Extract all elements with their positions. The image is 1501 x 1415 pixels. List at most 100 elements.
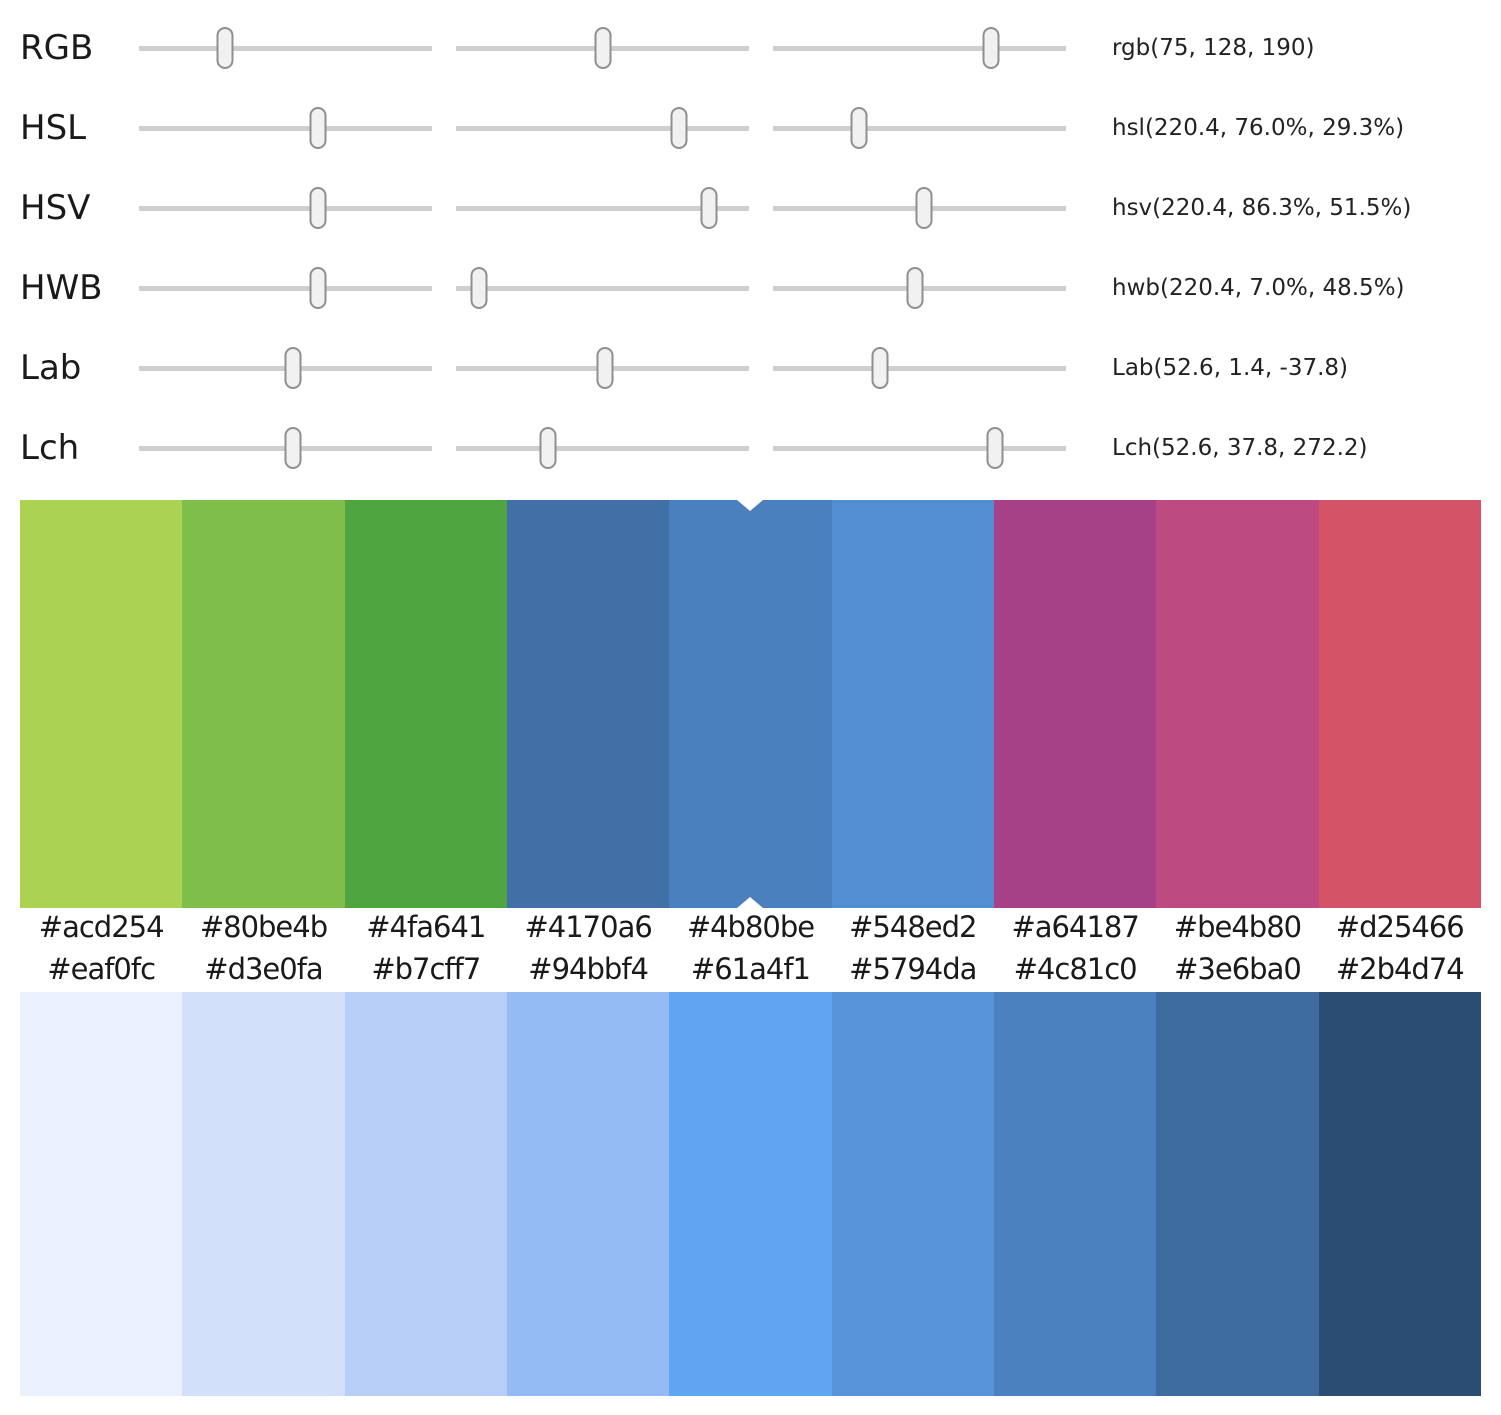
hue-hex-labels: #acd254 #80be4b #4fa641 #4170a6 #4b80be #548e… — [20, 908, 1481, 946]
hex-label: #2b4d74 — [1335, 951, 1465, 986]
slider-track-line — [139, 45, 432, 51]
hex-label: #94bbf4 — [528, 951, 649, 986]
palette-swatch[interactable] — [182, 992, 345, 1396]
slider-panel: RGB rgb(75, 128, 190) HSL hsl(220.4, 76.… — [20, 8, 1481, 488]
hex-label: #4b80be — [686, 909, 815, 944]
color-value-rgb: rgb(75, 128, 190) — [1112, 35, 1315, 61]
color-value-hsv: hsv(220.4, 86.3%, 51.5%) — [1112, 195, 1412, 221]
slider-track-line — [456, 125, 749, 131]
slider-track[interactable] — [139, 183, 432, 233]
slider-track-line — [139, 285, 432, 291]
slider-track[interactable] — [456, 343, 749, 393]
palette-swatch[interactable] — [20, 992, 183, 1396]
hex-label: #548ed2 — [849, 909, 977, 944]
slider-handle[interactable] — [670, 107, 688, 149]
hex-label: #80be4b — [199, 909, 328, 944]
palette-swatch[interactable] — [993, 992, 1157, 1396]
slider-track[interactable] — [773, 103, 1066, 153]
slider-handle[interactable] — [915, 187, 933, 229]
slider-handle[interactable] — [284, 427, 302, 469]
palette-swatch[interactable] — [993, 500, 1157, 908]
slider-handle[interactable] — [596, 347, 614, 389]
slider-handle[interactable] — [309, 107, 327, 149]
slider-track-line — [456, 205, 749, 211]
slider-row-hsv: HSV hsv(220.4, 86.3%, 51.5%) — [20, 168, 1481, 248]
slider-row-lab: Lab Lab(52.6, 1.4, -37.8) — [20, 328, 1481, 408]
slider-track[interactable] — [773, 423, 1066, 473]
hex-label: #4170a6 — [524, 909, 652, 944]
slider-handle[interactable] — [309, 267, 327, 309]
slider-handle[interactable] — [309, 187, 327, 229]
slider-handle[interactable] — [850, 107, 868, 149]
slider-handle[interactable] — [700, 187, 718, 229]
slider-handle[interactable] — [216, 27, 234, 69]
hex-label: #d3e0fa — [204, 951, 323, 986]
slider-track-line — [773, 125, 1066, 131]
hex-label: #eaf0fc — [47, 951, 156, 986]
hex-label: #61a4f1 — [690, 951, 811, 986]
palette-swatch[interactable] — [344, 500, 507, 908]
hex-label: #4fa641 — [366, 909, 486, 944]
color-value-lch: Lch(52.6, 37.8, 272.2) — [1112, 435, 1368, 461]
slider-track[interactable] — [773, 183, 1066, 233]
colorspace-label-lch: Lch — [20, 428, 80, 468]
palette-swatch[interactable] — [831, 992, 994, 1396]
hex-label: #d25466 — [1335, 909, 1465, 944]
palette-swatch[interactable] — [1156, 500, 1319, 908]
slider-handle[interactable] — [539, 427, 557, 469]
palette-swatch[interactable] — [506, 992, 670, 1396]
slider-track-line — [456, 285, 749, 291]
palette-swatch[interactable] — [1318, 992, 1481, 1396]
colorspace-label-hwb: HWB — [20, 268, 103, 308]
slider-handle[interactable] — [986, 427, 1003, 469]
color-value-hwb: hwb(220.4, 7.0%, 48.5%) — [1112, 275, 1405, 301]
slider-handle[interactable] — [871, 347, 889, 389]
palette-swatch[interactable] — [20, 500, 183, 908]
slider-handle[interactable] — [594, 27, 612, 69]
slider-track[interactable] — [139, 23, 432, 73]
slider-track-line — [139, 125, 432, 131]
colorspace-label-hsv: HSV — [20, 188, 91, 228]
slider-track[interactable] — [456, 423, 749, 473]
palette-swatch[interactable] — [344, 992, 507, 1396]
hex-label: #a64187 — [1011, 909, 1139, 944]
colorspace-label-hsl: HSL — [20, 108, 87, 148]
palette-swatch[interactable] — [1318, 500, 1481, 908]
slider-track[interactable] — [773, 263, 1066, 313]
hue-palette — [20, 500, 1481, 908]
hex-label: #3e6ba0 — [1174, 951, 1302, 986]
color-value-hsl: hsl(220.4, 76.0%, 29.3%) — [1112, 115, 1405, 141]
hex-label: #b7cff7 — [371, 951, 481, 986]
palette-swatch[interactable] — [669, 500, 832, 908]
slider-track[interactable] — [139, 263, 432, 313]
palette-swatch[interactable] — [831, 500, 994, 908]
slider-track[interactable] — [139, 423, 432, 473]
slider-track[interactable] — [456, 263, 749, 313]
slider-track[interactable] — [456, 183, 749, 233]
slider-track[interactable] — [773, 23, 1066, 73]
slider-track[interactable] — [456, 23, 749, 73]
shade-hex-labels: #eaf0fc #d3e0fa #b7cff7 #94bbf4 #61a4f1 #5794… — [20, 946, 1481, 992]
slider-handle[interactable] — [284, 347, 302, 389]
slider-handle[interactable] — [982, 27, 1000, 69]
palette-swatch[interactable] — [182, 500, 345, 908]
palette-swatch[interactable] — [506, 500, 670, 908]
hex-label: #acd254 — [38, 909, 165, 944]
color-value-lab: Lab(52.6, 1.4, -37.8) — [1112, 355, 1348, 381]
slider-handle[interactable] — [906, 267, 924, 309]
shade-palette — [20, 992, 1481, 1396]
slider-track[interactable] — [773, 343, 1066, 393]
slider-track-line — [773, 45, 1066, 51]
slider-handle[interactable] — [470, 267, 488, 309]
selected-marker-top-icon — [737, 500, 764, 511]
slider-track[interactable] — [456, 103, 749, 153]
slider-row-hsl: HSL hsl(220.4, 76.0%, 29.3%) — [20, 88, 1481, 168]
slider-track-line — [456, 445, 749, 451]
hex-label: #5794da — [849, 951, 977, 986]
slider-track[interactable] — [139, 343, 432, 393]
palette-swatch[interactable] — [1156, 992, 1319, 1396]
slider-row-lch: Lch Lch(52.6, 37.8, 272.2) — [20, 408, 1481, 488]
slider-track[interactable] — [139, 103, 432, 153]
palette-swatch[interactable] — [669, 992, 832, 1396]
